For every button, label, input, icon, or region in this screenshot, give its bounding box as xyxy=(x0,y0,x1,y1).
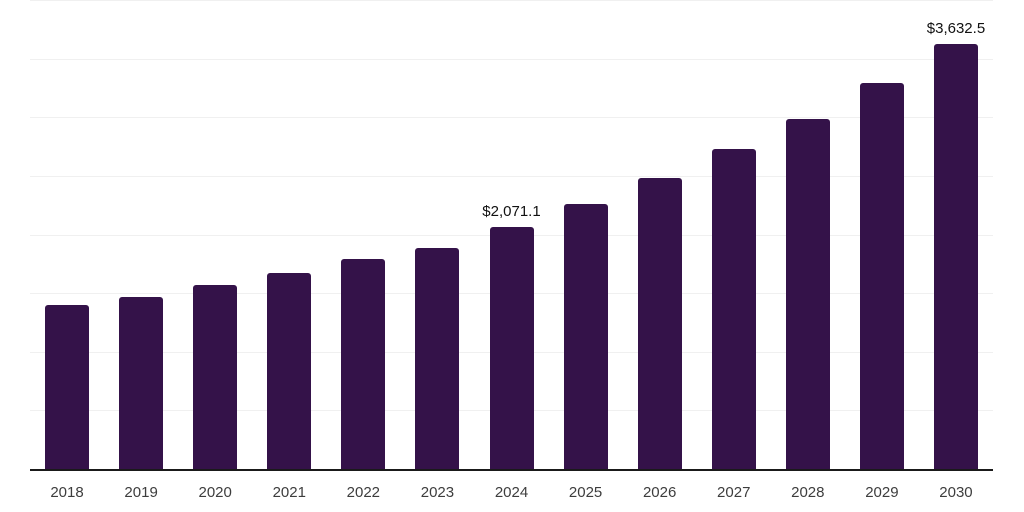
plot-area: $2,071.1 $3,632.5 xyxy=(30,0,993,471)
bar-slot-2023 xyxy=(400,1,474,470)
x-tick-label-2030: 2030 xyxy=(939,483,973,501)
bar-2020 xyxy=(193,284,238,470)
x-tick-label-2019: 2019 xyxy=(124,483,158,501)
bar-slot-2022 xyxy=(326,1,400,470)
x-axis-line xyxy=(30,469,993,471)
bar-slot-2027 xyxy=(697,1,771,470)
x-tick-label-2026: 2026 xyxy=(642,483,677,501)
x-tick-label-2029: 2029 xyxy=(865,483,899,501)
gridline-3000 xyxy=(30,117,993,119)
bar-2026 xyxy=(637,177,682,470)
bar-2027 xyxy=(711,149,756,470)
bar-2022 xyxy=(341,259,386,470)
bar-2018 xyxy=(45,304,90,470)
bar-slot-2019 xyxy=(104,1,178,470)
bar-slot-2026 xyxy=(623,1,697,470)
bar-slot-2018 xyxy=(30,1,104,470)
data-label-2024: $2,071.1 xyxy=(482,203,541,221)
bar-2025 xyxy=(563,204,608,470)
gridline-2500 xyxy=(30,175,993,177)
x-tick-label-2024: 2024 xyxy=(494,483,529,501)
bar-slot-2021 xyxy=(252,1,326,470)
bar-2030 xyxy=(933,44,978,470)
bar-2024 xyxy=(489,227,534,470)
bar-slot-2020 xyxy=(178,1,252,470)
bar-2029 xyxy=(859,82,904,470)
bar-slot-2029 xyxy=(845,1,919,470)
x-tick-label-2021: 2021 xyxy=(272,483,306,501)
bar-2021 xyxy=(267,272,312,470)
bar-slot-2025 xyxy=(549,1,623,470)
x-tick-label-2020: 2020 xyxy=(198,483,232,501)
bar-slot-2030: $3,632.5 xyxy=(919,1,993,470)
x-tick-label-2018: 2018 xyxy=(50,483,84,501)
x-tick-label-2022: 2022 xyxy=(346,483,381,501)
bar-slot-2028 xyxy=(771,1,845,470)
bar-2023 xyxy=(415,248,460,470)
x-tick-label-2025: 2025 xyxy=(568,483,603,501)
data-label-2030: $3,632.5 xyxy=(926,20,986,38)
bar-2028 xyxy=(785,118,830,470)
x-axis-labels: 2018 2019 2020 2021 2022 2023 2024 2025 2026 2027… xyxy=(30,472,993,512)
gridline-3500 xyxy=(30,58,993,60)
x-tick-label-2027: 2027 xyxy=(717,483,751,501)
x-tick-label-2028: 2028 xyxy=(791,483,825,501)
gridline-4000 xyxy=(30,0,993,1)
bar-2019 xyxy=(119,296,164,470)
bars: $2,071.1 $3,632.5 xyxy=(30,1,993,470)
x-tick-label-2023: 2023 xyxy=(420,483,455,501)
bar-slot-2024: $2,071.1 xyxy=(474,1,548,470)
